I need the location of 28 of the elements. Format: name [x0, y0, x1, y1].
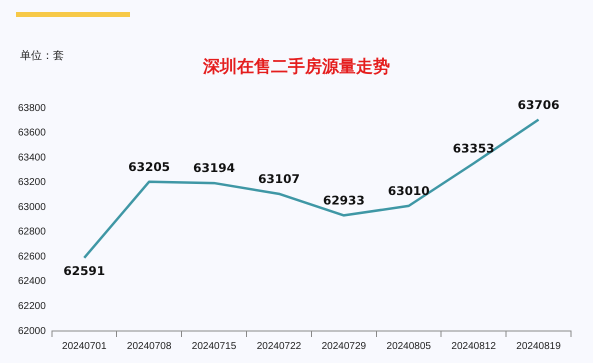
y-tick-label: 62800	[18, 226, 46, 238]
x-tick-label: 20240729	[322, 340, 367, 352]
data-label: 63353	[452, 142, 495, 156]
data-label: 63706	[518, 98, 560, 112]
y-tick-label: 63000	[18, 202, 46, 213]
x-tick-label: 20240812	[451, 340, 496, 352]
y-tick-label: 62000	[18, 326, 46, 337]
x-tick-label: 20240805	[386, 340, 432, 352]
y-tick-label: 63400	[18, 152, 46, 164]
x-tick-label: 20240701	[62, 340, 107, 352]
data-label: 62591	[63, 264, 106, 278]
data-label: 63107	[258, 172, 300, 186]
text: 单位：套	[20, 48, 64, 63]
x-tick-label: 20240819	[516, 340, 562, 352]
y-tick-label: 62600	[18, 251, 46, 262]
data-label: 63194	[193, 161, 235, 176]
x-tick-label: 20240715	[192, 340, 237, 352]
y-tick-label: 62200	[18, 300, 46, 312]
y-tick-label: 63800	[18, 102, 46, 114]
y-tick-label: 63600	[18, 128, 46, 139]
data-label: 63010	[388, 184, 430, 198]
x-tick-label: 20240722	[256, 340, 302, 352]
data-label: 63205	[128, 160, 170, 174]
chart-title: 深圳在售二手房源量走势	[203, 57, 390, 77]
y-tick-label: 62400	[18, 276, 46, 288]
data-label: 62933	[322, 194, 365, 208]
y-tick-label: 63200	[18, 177, 46, 188]
x-tick-label: 20240708	[126, 340, 172, 352]
